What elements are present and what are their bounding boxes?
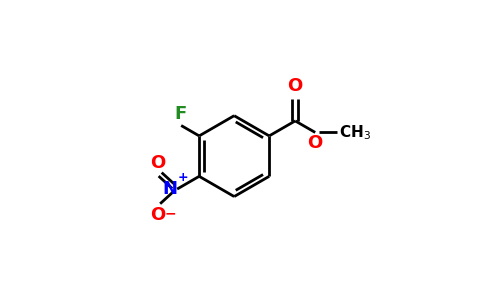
Text: −: − — [165, 206, 176, 220]
Text: F: F — [174, 105, 186, 123]
Text: CH$_3$: CH$_3$ — [339, 123, 371, 142]
Text: +: + — [178, 171, 188, 184]
Text: O: O — [287, 77, 303, 95]
Text: N: N — [162, 180, 177, 198]
Text: O: O — [150, 154, 166, 172]
Text: O: O — [150, 206, 166, 224]
Text: O: O — [308, 134, 323, 152]
